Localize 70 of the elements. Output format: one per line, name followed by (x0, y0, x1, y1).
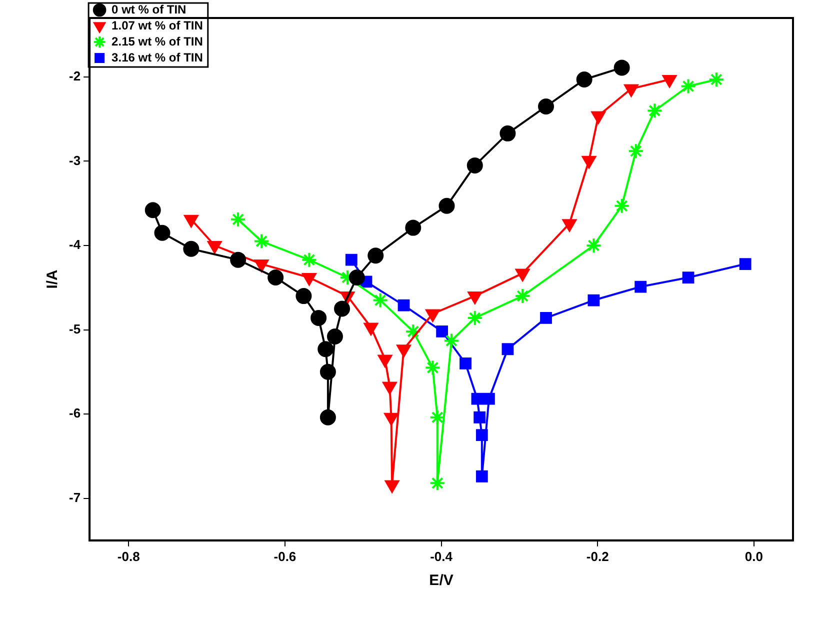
point (438, 198, 455, 214)
point (326, 328, 343, 344)
point (628, 143, 644, 160)
point (586, 237, 602, 254)
x-axis-title: E/V (429, 572, 454, 590)
point (514, 288, 531, 304)
y-tick-label: -7 (68, 490, 81, 505)
y-tick-label: -6 (68, 406, 81, 421)
point (680, 78, 696, 94)
x-tick-label: -0.8 (117, 548, 140, 564)
y-tick-label: -4 (68, 237, 82, 252)
point (424, 360, 441, 376)
point (483, 392, 495, 405)
point (576, 72, 592, 88)
point (345, 254, 358, 266)
point (368, 248, 384, 264)
point (646, 102, 663, 119)
point (708, 72, 724, 88)
y-tick-label: -5 (68, 321, 81, 336)
y-axis-title: I/A (44, 269, 62, 289)
point (500, 125, 516, 142)
point (405, 220, 422, 236)
point (144, 202, 161, 218)
point (320, 409, 336, 426)
point (538, 98, 554, 114)
y-tick-label: -2 (68, 68, 81, 84)
point (372, 292, 388, 308)
point (405, 323, 422, 340)
point (614, 60, 630, 76)
legend-label: 1.07 wt % of TIN (112, 18, 203, 32)
point (398, 299, 410, 312)
x-tick-label: -0.4 (430, 548, 454, 564)
point (682, 272, 694, 284)
point (296, 288, 312, 304)
point (476, 429, 488, 442)
legend-label: 3.16 wt % of TIN (112, 50, 203, 64)
point (474, 411, 486, 424)
x-tick-label: -0.6 (274, 548, 296, 564)
point (634, 280, 647, 293)
point (739, 258, 752, 270)
point (318, 341, 334, 358)
legend-label: 0 wt % of TIN (112, 2, 186, 16)
point (310, 310, 327, 326)
point (254, 233, 270, 250)
point (476, 470, 488, 482)
point (154, 224, 170, 241)
point (436, 325, 448, 338)
point (230, 252, 246, 268)
point (183, 240, 200, 257)
y-tick-label: -3 (68, 152, 81, 168)
legend-label: 2.15 wt % of TIN (112, 34, 203, 48)
point (466, 157, 483, 174)
point (320, 364, 336, 380)
point (460, 358, 472, 370)
point (471, 392, 484, 405)
point (540, 312, 552, 324)
point (429, 475, 446, 492)
point (502, 343, 514, 356)
point (334, 300, 350, 317)
point (588, 294, 600, 306)
point (208, 240, 222, 254)
x-tick-label: -0.2 (586, 548, 609, 564)
point (443, 332, 460, 349)
point (268, 270, 284, 286)
point (466, 310, 483, 326)
point (614, 198, 630, 214)
x-tick-label: 0.0 (744, 548, 763, 564)
point (301, 252, 318, 268)
point (230, 211, 246, 228)
point (348, 270, 365, 286)
